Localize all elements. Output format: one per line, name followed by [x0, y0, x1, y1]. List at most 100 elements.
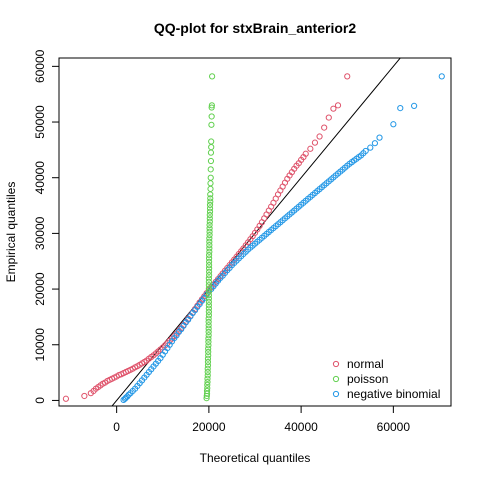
- poisson-point: [206, 258, 213, 265]
- poisson-point: [205, 348, 212, 356]
- points-layer: [62, 73, 445, 403]
- y-tick-label: 0: [33, 397, 47, 404]
- poisson-point: [205, 325, 212, 332]
- negative-binomial-point: [411, 102, 418, 109]
- normal-point: [81, 392, 88, 400]
- y-axis-label: Empirical quantiles: [4, 182, 18, 283]
- poisson-point: [205, 322, 212, 329]
- poisson-point: [207, 174, 214, 181]
- poisson-point: [205, 278, 212, 285]
- x-tick-label: 40000: [284, 420, 318, 434]
- y-tick-label: 40000: [33, 161, 47, 195]
- poisson-point: [205, 335, 212, 342]
- legend-marker-normal: [332, 360, 340, 368]
- poisson-point: [204, 372, 211, 379]
- normal-point: [62, 395, 70, 402]
- x-axis: 0 20000 40000 60000: [113, 405, 411, 434]
- reference-line-layer: [111, 58, 401, 406]
- negative-binomial-point: [371, 140, 379, 147]
- poisson-point: [206, 228, 213, 235]
- poisson-point: [206, 241, 213, 249]
- normal-point: [311, 139, 319, 146]
- normal-point: [334, 102, 342, 109]
- poisson-point: [205, 295, 212, 302]
- poisson-point: [205, 282, 212, 289]
- poisson-point: [205, 312, 212, 319]
- legend-label-negative-binomial: negative binomial: [347, 387, 440, 401]
- poisson-point: [205, 318, 212, 326]
- poisson-point: [205, 292, 212, 299]
- poisson-point: [205, 275, 212, 282]
- poisson-point: [206, 218, 213, 225]
- poisson-point: [205, 305, 212, 312]
- y-axis: 0 10000 20000 30000 40000 50000 60000: [33, 49, 60, 404]
- poisson-point: [207, 198, 214, 205]
- poisson-point: [205, 288, 212, 295]
- normal-point: [330, 105, 337, 112]
- poisson-point: [207, 157, 215, 165]
- poisson-point: [204, 385, 211, 392]
- poisson-point: [206, 248, 213, 255]
- poisson-point: [207, 195, 214, 202]
- poisson-point: [208, 121, 215, 128]
- poisson-point: [209, 73, 216, 80]
- normal-point: [307, 145, 314, 152]
- poisson-point: [206, 205, 214, 212]
- negative-binomial-point: [438, 73, 445, 80]
- poisson-point: [208, 113, 215, 120]
- poisson-point: [204, 355, 212, 362]
- poisson-point: [206, 225, 213, 232]
- poisson-point: [206, 245, 213, 252]
- poisson-point: [204, 378, 211, 386]
- poisson-point: [204, 365, 211, 372]
- poisson-point: [205, 345, 212, 352]
- poisson-point: [206, 231, 213, 239]
- negative-binomial-point: [125, 391, 132, 398]
- poisson-point: [206, 235, 213, 242]
- x-tick-label: 20000: [192, 420, 226, 434]
- poisson-point: [204, 362, 212, 369]
- y-tick-label: 50000: [33, 105, 47, 139]
- normal-point: [321, 124, 328, 131]
- reference-line: [111, 58, 401, 406]
- x-tick-label: 60000: [377, 420, 411, 434]
- poisson-point: [205, 338, 212, 346]
- y-tick-label: 10000: [33, 328, 47, 362]
- y-tick-label: 60000: [33, 49, 47, 83]
- poisson-point: [206, 272, 213, 279]
- poisson-point: [208, 102, 215, 109]
- y-tick-label: 30000: [33, 216, 47, 250]
- normal-point: [302, 150, 309, 157]
- poisson-point: [206, 262, 213, 269]
- negative-binomial-point: [390, 121, 397, 128]
- poisson-point: [204, 368, 211, 376]
- poisson-point: [205, 308, 212, 316]
- negative-binomial-point: [367, 144, 374, 151]
- x-axis-label: Theoretical quantiles: [200, 451, 311, 465]
- poisson-point: [206, 208, 214, 215]
- y-tick-label: 20000: [33, 272, 47, 306]
- legend-label-normal: normal: [347, 357, 384, 371]
- poisson-point: [206, 201, 214, 209]
- poisson-point: [206, 255, 213, 262]
- poisson-point: [206, 211, 213, 219]
- poisson-point: [204, 358, 212, 366]
- poisson-point: [204, 381, 211, 388]
- poisson-point: [205, 332, 212, 339]
- poisson-point: [205, 352, 212, 359]
- poisson-point: [205, 302, 212, 309]
- poisson-point: [206, 238, 213, 245]
- poisson-point: [203, 395, 210, 402]
- normal-point: [316, 133, 323, 140]
- series-negative-binomial: [120, 73, 445, 403]
- poisson-point: [205, 342, 212, 349]
- poisson-point: [205, 328, 212, 336]
- poisson-point: [206, 221, 213, 229]
- normal-point: [325, 114, 332, 121]
- poisson-point: [207, 166, 214, 173]
- negative-binomial-point: [397, 105, 404, 112]
- legend-marker-poisson: [332, 375, 340, 383]
- poisson-point: [206, 215, 213, 222]
